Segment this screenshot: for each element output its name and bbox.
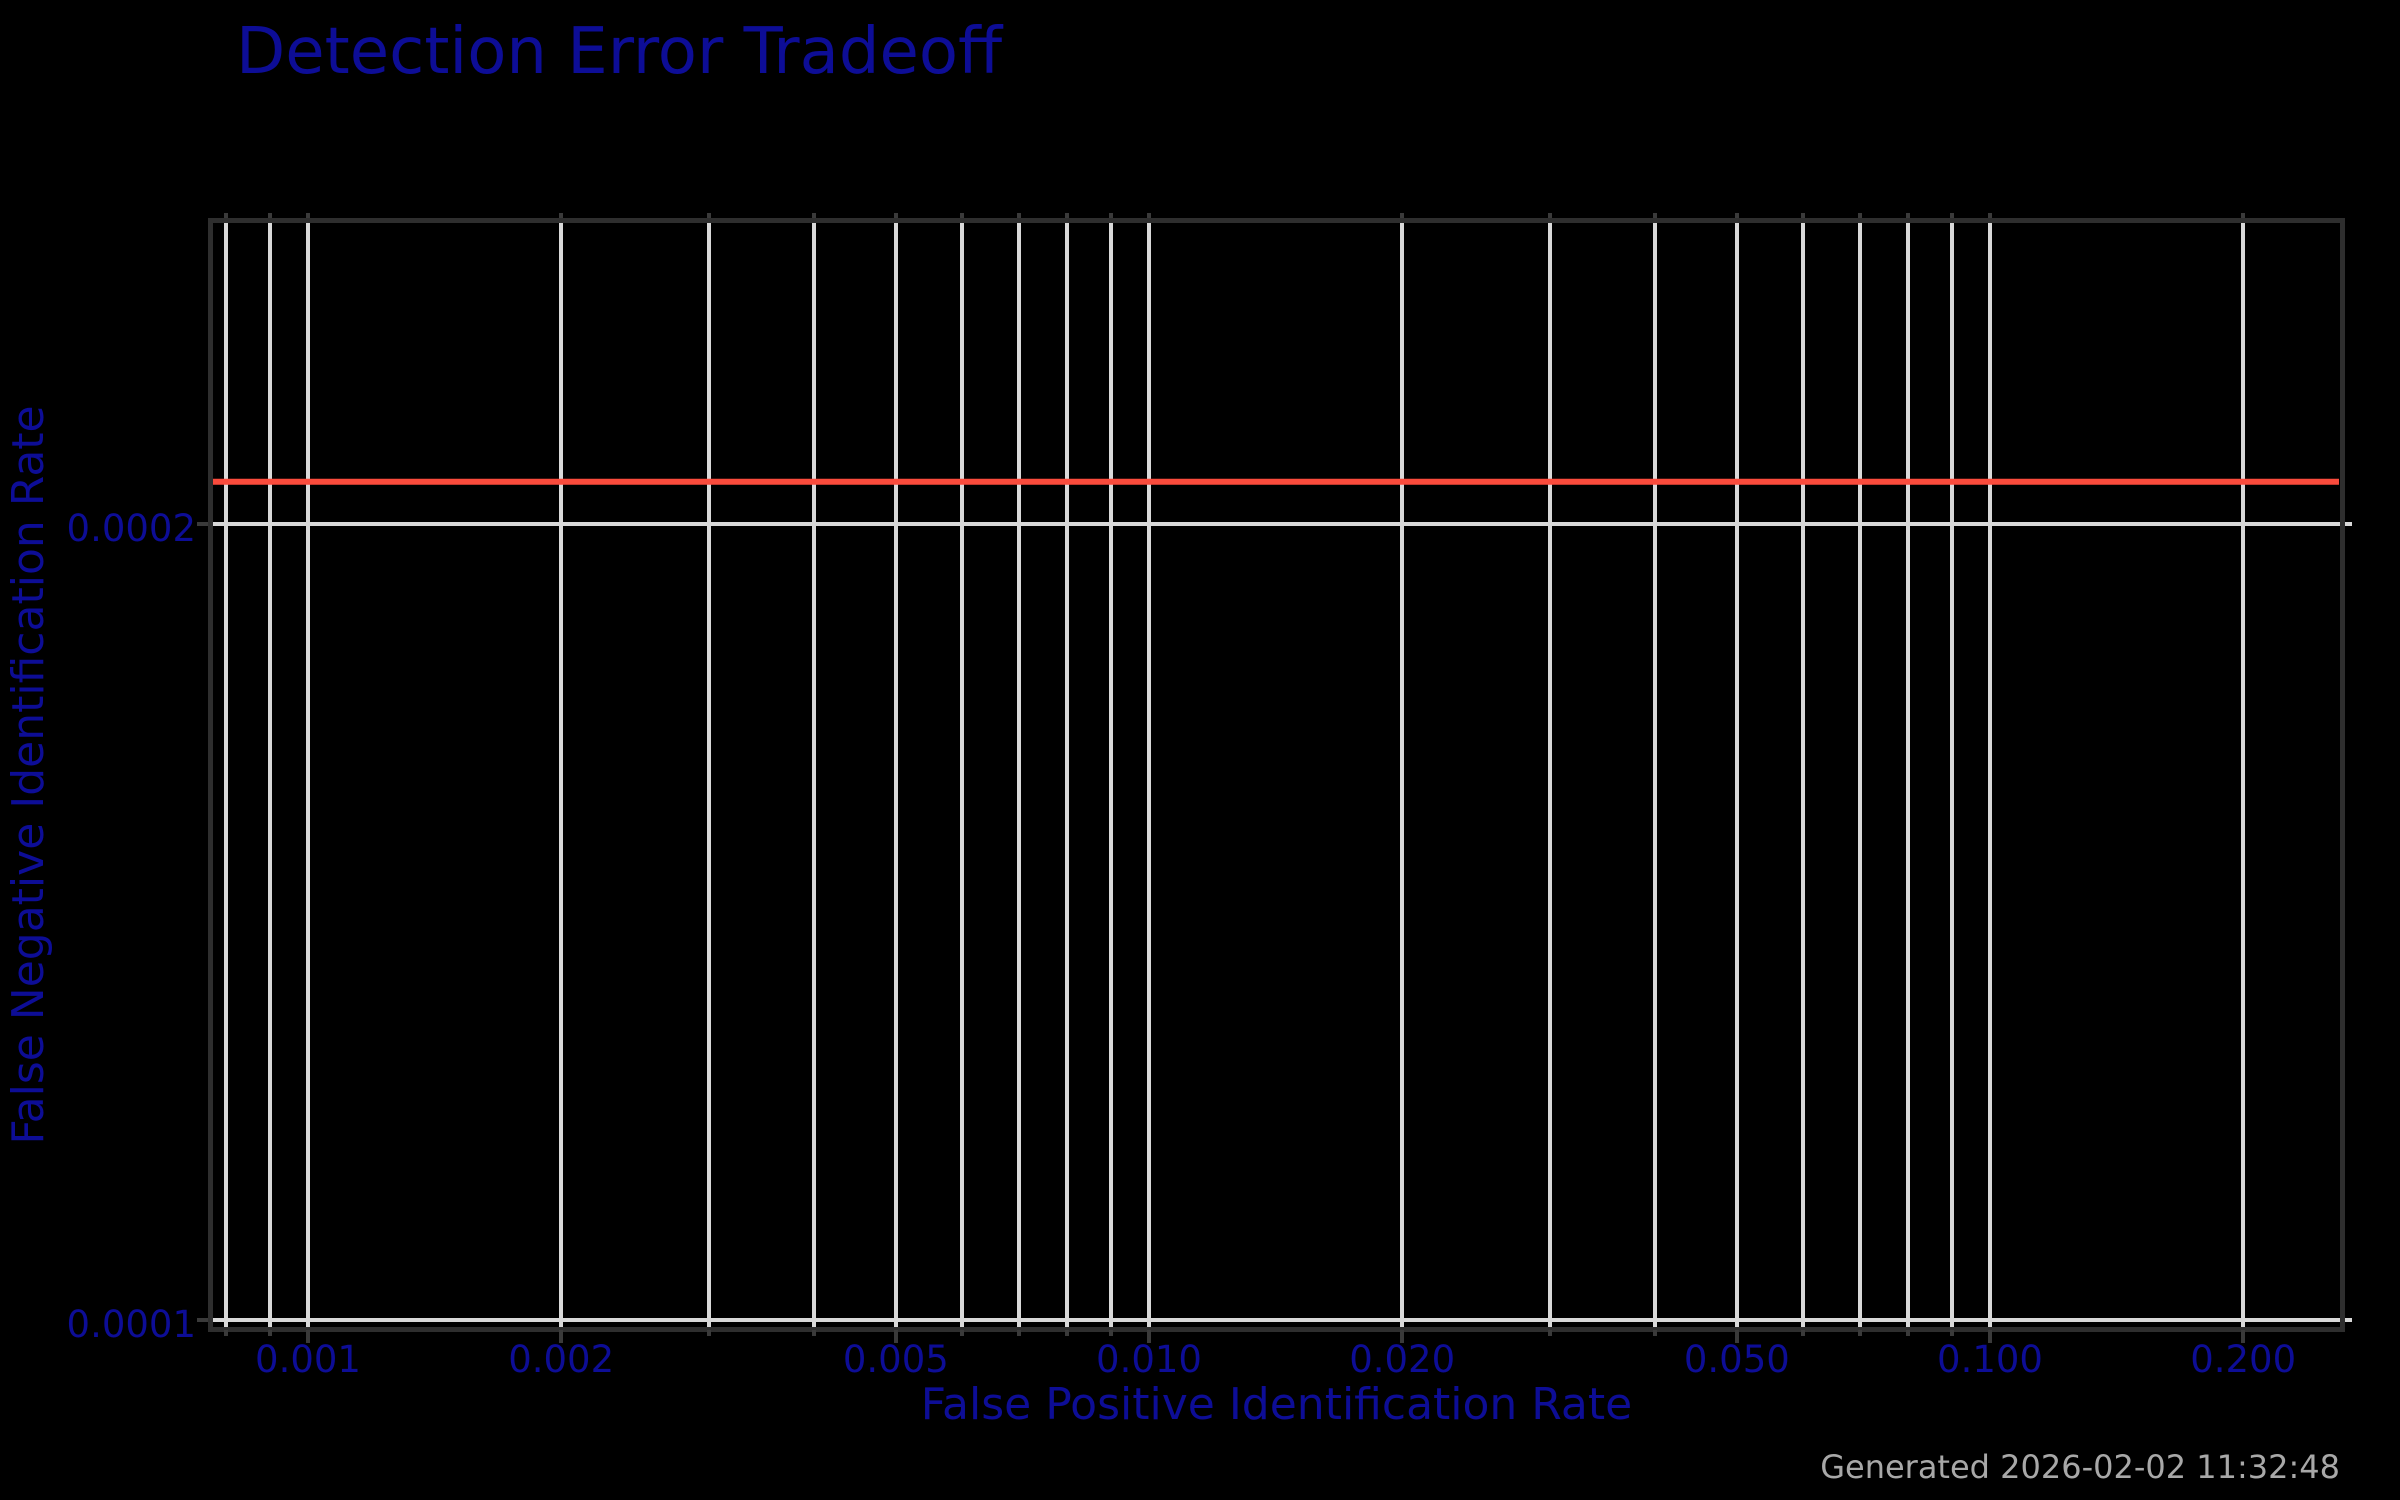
x-top-tick-mark (1734, 213, 1739, 218)
x-major-tick-mark (1147, 1330, 1151, 1343)
x-top-tick-mark (1548, 213, 1553, 218)
x-minor-tick-mark (812, 1330, 817, 1336)
x-top-tick-mark (224, 213, 229, 218)
x-top-tick-mark (1988, 213, 1992, 218)
x-gridline (707, 223, 712, 1327)
x-top-tick-mark (1065, 213, 1070, 218)
x-minor-tick-mark (1548, 1330, 1553, 1336)
x-top-tick-mark (306, 213, 310, 218)
x-minor-tick-mark (1108, 1330, 1113, 1336)
x-gridline (1548, 223, 1553, 1327)
x-gridline (1988, 223, 1992, 1327)
x-tick-label: 0.200 (2190, 1338, 2297, 1381)
generated-timestamp: Generated 2026-02-02 11:32:48 (1820, 1448, 2340, 1486)
x-top-tick-mark (812, 213, 817, 218)
x-gridline (559, 223, 564, 1327)
x-gridline (224, 223, 229, 1327)
x-gridline (1065, 223, 1070, 1327)
x-minor-tick-mark (1065, 1330, 1070, 1336)
x-tick-label: 0.020 (1349, 1338, 1456, 1381)
y-axis-label: False Negative Identification Rate (3, 405, 54, 1145)
x-gridline (2241, 223, 2246, 1327)
x-gridline (1108, 223, 1113, 1327)
x-major-tick-mark (1400, 1330, 1405, 1343)
det-curve (213, 478, 2339, 485)
x-gridline (812, 223, 817, 1327)
x-major-tick-mark (2241, 1330, 2246, 1343)
x-tick-label: 0.100 (1937, 1338, 2043, 1381)
x-minor-tick-mark (707, 1330, 712, 1336)
x-top-tick-mark (1857, 213, 1862, 218)
x-major-tick-mark (893, 1330, 898, 1343)
x-top-tick-mark (1016, 213, 1021, 218)
x-top-tick-mark (1108, 213, 1113, 218)
x-major-tick-mark (1734, 1330, 1739, 1343)
x-top-tick-mark (1400, 213, 1405, 218)
x-minor-tick-mark (224, 1330, 229, 1336)
x-gridline (1147, 223, 1151, 1327)
chart-title: Detection Error Tradeoff (236, 15, 1003, 89)
x-minor-tick-mark (960, 1330, 965, 1336)
x-minor-tick-mark (1653, 1330, 1658, 1336)
y-tick-mark (197, 1317, 208, 1322)
x-major-tick-mark (559, 1330, 564, 1343)
x-gridline (960, 223, 965, 1327)
x-gridline (1734, 223, 1739, 1327)
x-top-tick-mark (1147, 213, 1151, 218)
y-tick-label: 0.0001 (66, 1302, 196, 1346)
y-right-tick-mark (2345, 522, 2352, 526)
x-gridline (306, 223, 310, 1327)
plot-area (208, 218, 2345, 1332)
x-minor-tick-mark (1801, 1330, 1806, 1336)
x-gridline (1801, 223, 1806, 1327)
x-top-tick-mark (960, 213, 965, 218)
y-gridline (213, 1317, 2340, 1322)
x-gridline (1653, 223, 1658, 1327)
x-major-tick-mark (306, 1330, 310, 1343)
x-minor-tick-mark (1949, 1330, 1954, 1336)
x-top-tick-mark (2241, 213, 2246, 218)
x-gridline (1906, 223, 1911, 1327)
y-tick-label: 0.0002 (66, 507, 196, 550)
x-tick-label: 0.002 (508, 1338, 615, 1381)
x-top-tick-mark (1906, 213, 1911, 218)
x-gridline (1949, 223, 1954, 1327)
x-tick-label: 0.050 (1683, 1338, 1790, 1381)
x-top-tick-mark (893, 213, 898, 218)
x-minor-tick-mark (1016, 1330, 1021, 1336)
x-top-tick-mark (1801, 213, 1806, 218)
x-tick-label: 0.005 (842, 1338, 949, 1381)
x-top-tick-mark (559, 213, 564, 218)
x-minor-tick-mark (267, 1330, 272, 1336)
x-top-tick-mark (1949, 213, 1954, 218)
x-gridline (893, 223, 898, 1327)
y-right-tick-mark (2345, 1317, 2352, 1322)
x-tick-label: 0.001 (255, 1338, 361, 1381)
x-gridline (1400, 223, 1405, 1327)
x-minor-tick-mark (1857, 1330, 1862, 1336)
y-tick-mark (197, 522, 208, 526)
x-gridline (1016, 223, 1021, 1327)
x-major-tick-mark (1988, 1330, 1992, 1343)
x-axis-label: False Positive Identification Rate (920, 1379, 1633, 1430)
x-gridline (1857, 223, 1862, 1327)
x-gridline (267, 223, 272, 1327)
x-top-tick-mark (267, 213, 272, 218)
x-minor-tick-mark (1906, 1330, 1911, 1336)
x-top-tick-mark (1653, 213, 1658, 218)
x-tick-label: 0.010 (1096, 1338, 1202, 1381)
y-gridline (213, 522, 2340, 526)
x-top-tick-mark (707, 213, 712, 218)
